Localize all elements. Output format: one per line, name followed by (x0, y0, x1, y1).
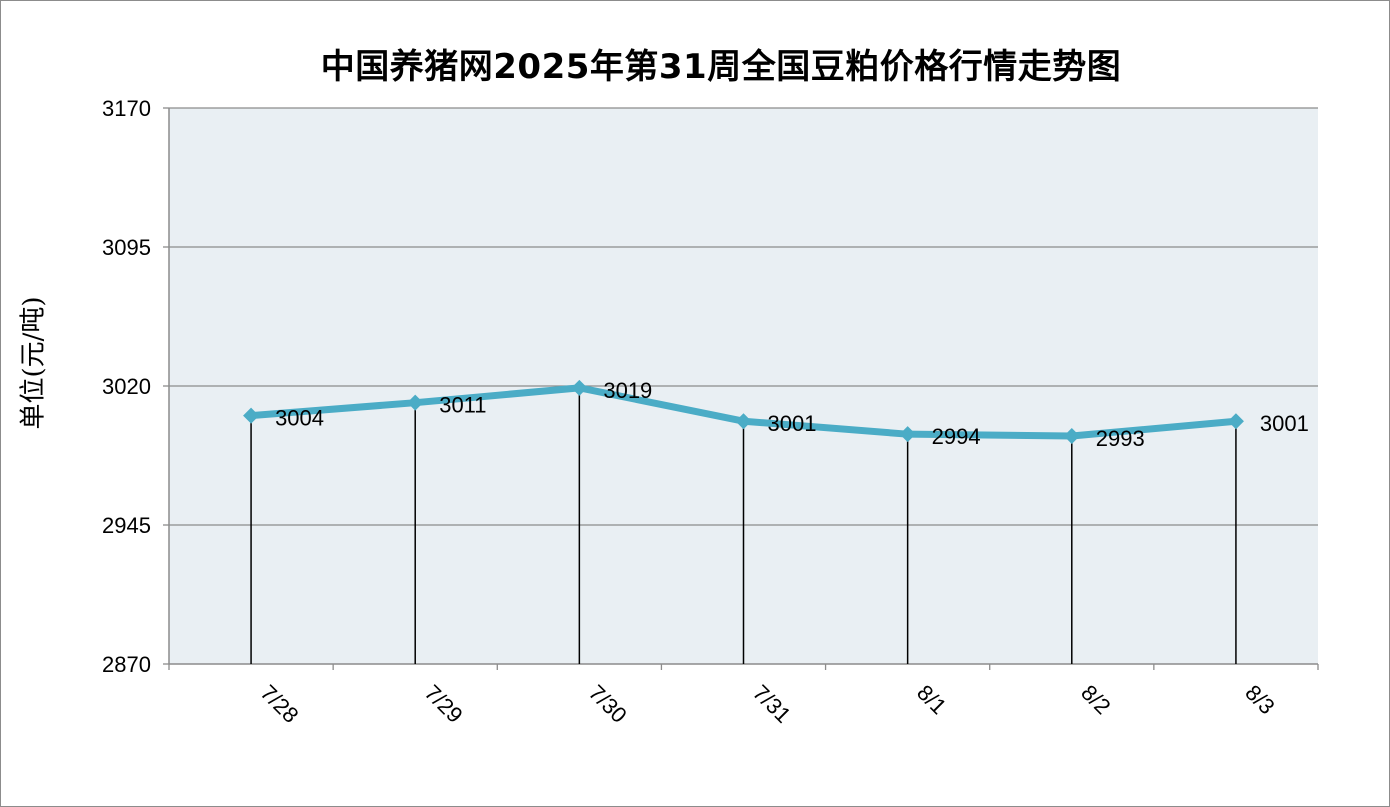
data-point-marker (735, 413, 752, 430)
data-label: 3004 (275, 406, 324, 431)
data-label: 3001 (768, 411, 817, 436)
x-tick-label: 8/2 (1076, 680, 1115, 719)
y-tick-label: 2945 (102, 513, 151, 538)
x-tick-label: 8/1 (912, 680, 951, 719)
data-point-marker (1227, 413, 1244, 430)
data-point-marker (571, 379, 588, 396)
x-tick-label: 7/30 (584, 680, 632, 728)
data-label: 3001 (1260, 411, 1309, 436)
y-tick-label: 3095 (102, 235, 151, 260)
chart-title: 中国养猪网2025年第31周全国豆粕价格行情走势图 (320, 47, 1122, 87)
x-tick-label: 7/29 (420, 680, 468, 728)
data-point-marker (407, 394, 424, 411)
y-tick-label: 2870 (102, 652, 151, 677)
y-tick-label: 3020 (102, 374, 151, 399)
data-point-marker (899, 426, 916, 443)
data-point-marker (1063, 428, 1080, 445)
data-label: 3019 (603, 378, 652, 403)
x-tick-label: 7/28 (256, 680, 304, 728)
x-tick-label: 7/31 (748, 680, 796, 728)
data-point-marker (243, 407, 260, 424)
data-label: 3011 (439, 393, 486, 418)
data-label: 2993 (1096, 426, 1145, 451)
y-tick-label: 3170 (102, 96, 151, 121)
data-label: 2994 (932, 424, 981, 449)
x-tick-label: 8/3 (1240, 680, 1279, 719)
